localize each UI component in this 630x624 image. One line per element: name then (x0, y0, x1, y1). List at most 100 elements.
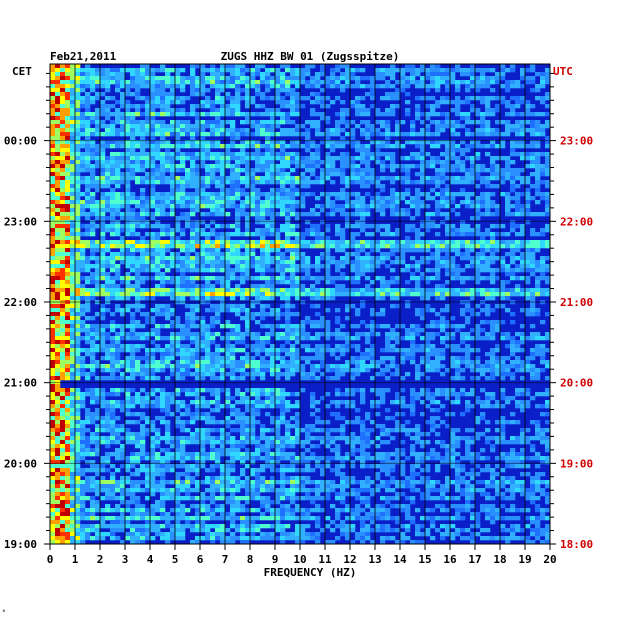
spectrum-cell (215, 200, 221, 205)
spectrum-cell (115, 304, 121, 309)
spectrum-cell (455, 168, 461, 173)
spectrum-cell (425, 348, 431, 353)
spectrum-cell (340, 204, 346, 209)
spectrum-cell (185, 304, 191, 309)
spectrum-cell (435, 68, 441, 73)
spectrum-cell (175, 260, 181, 265)
spectrum-cell (95, 224, 101, 229)
spectrum-cell (95, 212, 101, 217)
spectrum-cell (205, 88, 211, 93)
spectrum-cell (545, 336, 551, 341)
spectrum-cell (480, 76, 486, 81)
spectrum-cell (85, 68, 91, 73)
spectrum-cell (210, 244, 216, 249)
spectrum-cell (180, 284, 186, 289)
spectrum-cell (65, 64, 71, 69)
spectrum-cell (355, 168, 361, 173)
spectrum-cell (250, 332, 256, 337)
spectrum-cell (215, 276, 221, 281)
spectrum-cell (270, 124, 276, 129)
spectrum-cell (215, 208, 221, 213)
spectrum-cell (345, 336, 351, 341)
spectrum-cell (70, 188, 76, 193)
spectrum-cell (410, 248, 416, 253)
spectrum-cell (460, 244, 466, 249)
spectrum-cell (70, 244, 76, 249)
spectrum-cell (285, 336, 291, 341)
spectrum-cell (385, 332, 391, 337)
spectrum-cell (430, 336, 436, 341)
spectrum-cell (125, 224, 131, 229)
spectrum-cell (130, 196, 136, 201)
spectrum-cell (490, 128, 496, 133)
spectrum-cell (540, 212, 546, 217)
spectrum-cell (425, 96, 431, 101)
spectrum-cell (200, 128, 206, 133)
spectrum-cell (545, 120, 551, 125)
spectrum-cell (200, 268, 206, 273)
spectrum-cell (220, 188, 226, 193)
spectrum-cell (115, 288, 121, 293)
spectrum-cell (525, 220, 531, 225)
spectrum-cell (195, 240, 201, 245)
spectrum-cell (455, 164, 461, 169)
spectrum-cell (415, 308, 421, 313)
spectrum-cell (410, 224, 416, 229)
spectrum-cell (235, 132, 241, 137)
spectrum-cell (225, 192, 231, 197)
spectrum-cell (425, 104, 431, 109)
spectrum-cell (285, 88, 291, 93)
spectrum-cell (315, 224, 321, 229)
spectrum-cell (270, 196, 276, 201)
spectrum-cell (340, 272, 346, 277)
spectrum-cell (445, 84, 451, 89)
spectrum-cell (405, 228, 411, 233)
spectrum-cell (310, 324, 316, 329)
spectrum-cell (360, 152, 366, 157)
spectrum-cell (125, 248, 131, 253)
spectrum-cell (545, 348, 551, 353)
spectrum-cell (295, 340, 301, 345)
spectrum-cell (155, 312, 161, 317)
spectrum-cell (185, 316, 191, 321)
spectrum-cell (380, 260, 386, 265)
spectrum-cell (320, 324, 326, 329)
spectrum-cell (270, 296, 276, 301)
spectrum-cell (155, 76, 161, 81)
spectrum-cell (120, 172, 126, 177)
spectrum-cell (60, 116, 66, 121)
spectrum-cell (210, 228, 216, 233)
spectrum-cell (380, 312, 386, 317)
spectrum-cell (145, 204, 151, 209)
spectrum-cell (380, 84, 386, 89)
spectrum-cell (335, 260, 341, 265)
spectrum-cell (270, 112, 276, 117)
spectrum-cell (250, 208, 256, 213)
spectrum-cell (425, 244, 431, 249)
spectrum-cell (455, 288, 461, 293)
spectrum-cell (425, 152, 431, 157)
spectrum-cell (475, 268, 481, 273)
spectrum-cell (425, 240, 431, 245)
spectrum-cell (205, 172, 211, 177)
spectrum-cell (225, 236, 231, 241)
spectrum-cell (510, 96, 516, 101)
spectrum-cell (125, 240, 131, 245)
spectrum-cell (270, 128, 276, 133)
spectrum-cell (145, 156, 151, 161)
spectrum-cell (140, 168, 146, 173)
spectrum-cell (300, 292, 306, 297)
spectrum-cell (355, 80, 361, 85)
spectrum-cell (540, 256, 546, 261)
spectrum-cell (280, 152, 286, 157)
spectrum-cell (485, 180, 491, 185)
spectrum-cell (150, 296, 156, 301)
spectrum-cell (65, 96, 71, 101)
spectrum-cell (90, 72, 96, 77)
spectrum-cell (185, 332, 191, 337)
spectrum-cell (425, 324, 431, 329)
spectrum-cell (395, 144, 401, 149)
spectrum-cell (110, 356, 116, 361)
spectrum-cell (410, 352, 416, 357)
spectrum-cell (430, 96, 436, 101)
